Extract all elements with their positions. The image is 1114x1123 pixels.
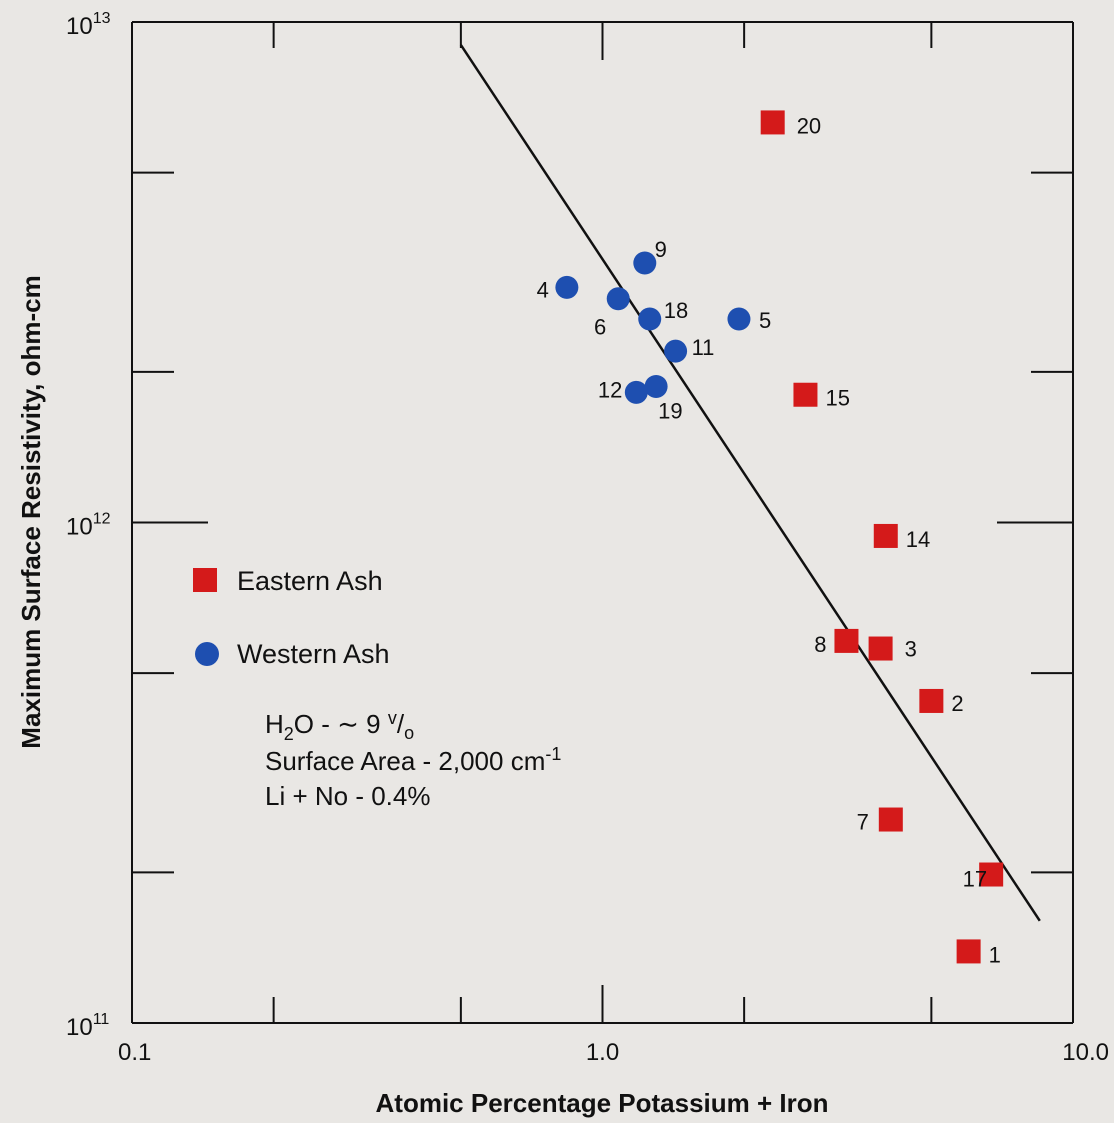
legend-western-label: Western Ash <box>237 639 390 669</box>
eastern-ash-point <box>956 939 981 964</box>
trend-line <box>459 44 1041 922</box>
point-label: 12 <box>598 377 622 402</box>
point-label: 2 <box>951 691 963 716</box>
point-label: 4 <box>537 277 549 302</box>
y-tick-label: 1012 <box>66 511 111 541</box>
point-label: 3 <box>905 637 917 662</box>
point-label: 19 <box>658 398 682 423</box>
eastern-ash-point <box>834 628 859 653</box>
x-tick-label: 0.1 <box>118 1039 151 1066</box>
eastern-ash-point <box>878 807 903 832</box>
x-tick-label: 1.0 <box>586 1039 619 1066</box>
legend-eastern-marker <box>193 568 217 592</box>
western-ash-point <box>727 307 751 331</box>
point-label: 20 <box>797 113 821 138</box>
western-ash-point <box>664 339 688 363</box>
point-label: 6 <box>594 315 606 340</box>
western-ash-point <box>638 307 662 331</box>
western-ash-point <box>644 374 668 398</box>
point-label: 1 <box>989 942 1001 967</box>
point-label: 8 <box>814 632 826 657</box>
annotation-alkali: Li + No - 0.4% <box>265 781 430 811</box>
legend: Eastern Ash Western Ash <box>193 566 390 669</box>
eastern-ash-point <box>979 862 1004 887</box>
point-label: 9 <box>655 237 667 262</box>
annotation-surface-area: Surface Area - 2,000 cm-1 <box>265 744 561 776</box>
plot-frame <box>131 21 1074 1024</box>
legend-western-marker <box>195 642 219 666</box>
axis-ticks <box>131 21 1074 1024</box>
x-axis-title: Atomic Percentage Potassium + Iron <box>376 1088 829 1118</box>
western-ash-point <box>624 380 648 404</box>
point-label: 17 <box>963 867 987 892</box>
eastern-ash-point <box>793 382 818 407</box>
tick-labels: 0.1 1.0 10.0 1011 1012 1013 <box>66 10 1109 1066</box>
y-tick-label: 1011 <box>66 1011 109 1041</box>
eastern-ash-point <box>868 636 893 661</box>
point-label: 15 <box>825 386 849 411</box>
western-ash-point <box>633 251 657 275</box>
eastern-ash-point <box>919 688 944 713</box>
y-tick-label: 1013 <box>66 10 111 40</box>
western-ash-point <box>555 275 579 299</box>
eastern-ash-point <box>873 523 898 548</box>
x-tick-label: 10.0 <box>1062 1039 1109 1066</box>
data-points <box>555 110 1004 964</box>
point-label: 18 <box>664 298 688 323</box>
point-label: 11 <box>692 335 715 360</box>
legend-eastern-label: Eastern Ash <box>237 566 383 596</box>
point-label: 5 <box>759 308 771 333</box>
eastern-ash-point <box>760 110 785 135</box>
point-label: 7 <box>857 810 869 835</box>
conditions-annotation: H2O - ∼ 9 v/o Surface Area - 2,000 cm-1 … <box>265 708 561 811</box>
point-label: 14 <box>906 527 930 552</box>
western-ash-point <box>606 287 630 311</box>
annotation-water: H2O - ∼ 9 v/o <box>265 708 414 744</box>
y-axis-title: Maximum Surface Resistivity, ohm-cm <box>16 275 46 748</box>
